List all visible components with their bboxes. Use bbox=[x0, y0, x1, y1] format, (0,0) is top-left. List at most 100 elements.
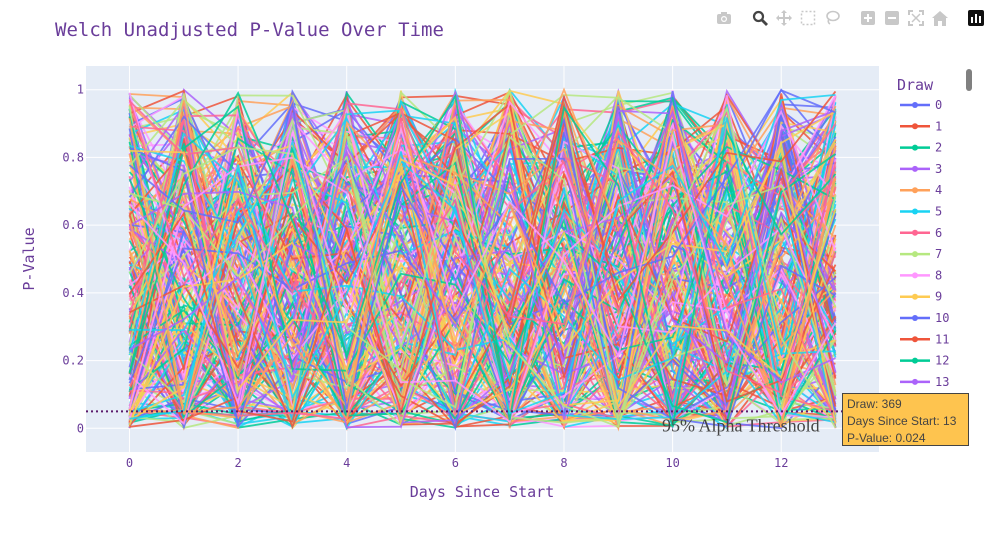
legend-marker bbox=[912, 165, 918, 172]
series-line[interactable] bbox=[128, 109, 837, 424]
series-line[interactable] bbox=[128, 92, 837, 412]
legend-item-6[interactable]: 6 bbox=[900, 226, 942, 240]
legend-item-12[interactable]: 12 bbox=[900, 354, 949, 368]
x-tick-labels: 0 2 4 6 8 10 12 bbox=[126, 456, 789, 470]
series-line[interactable] bbox=[128, 153, 837, 432]
camera-icon[interactable] bbox=[714, 8, 734, 28]
legend-marker bbox=[912, 102, 918, 108]
series-line[interactable] bbox=[129, 94, 836, 420]
series-line[interactable] bbox=[129, 150, 837, 409]
legend-label: 12 bbox=[935, 354, 949, 368]
legend-marker bbox=[912, 187, 918, 194]
legend-marker bbox=[912, 336, 918, 343]
x-tick-label: 12 bbox=[774, 456, 788, 470]
lasso-icon[interactable] bbox=[822, 8, 842, 28]
y-tick-label: 0.8 bbox=[62, 150, 84, 164]
series-line[interactable] bbox=[128, 89, 836, 421]
threshold-label: 95% Alpha Threshold bbox=[662, 415, 820, 435]
legend-label: 8 bbox=[935, 268, 942, 282]
legend-label: 2 bbox=[935, 141, 942, 155]
tooltip-day: Days Since Start: 13 bbox=[847, 414, 957, 428]
legend-label: 4 bbox=[935, 183, 942, 197]
legend-item-10[interactable]: 10 bbox=[900, 311, 949, 325]
series-line[interactable] bbox=[128, 87, 837, 428]
box-select-icon[interactable] bbox=[798, 8, 818, 28]
legend-marker bbox=[912, 208, 918, 215]
legend-marker bbox=[912, 229, 918, 236]
y-tick-label: 0.2 bbox=[62, 354, 84, 368]
series-line[interactable] bbox=[129, 106, 836, 426]
legend-marker bbox=[912, 123, 918, 130]
legend-marker bbox=[912, 357, 918, 364]
legend-marker bbox=[912, 144, 918, 151]
legend-marker bbox=[912, 293, 918, 300]
series-line[interactable] bbox=[128, 107, 837, 428]
zoom-icon[interactable] bbox=[750, 8, 770, 28]
legend-marker bbox=[912, 378, 918, 385]
legend-item-8[interactable]: 8 bbox=[900, 268, 942, 282]
legend-label: 10 bbox=[935, 311, 949, 325]
legend-item-7[interactable]: 7 bbox=[900, 247, 942, 261]
autoscale-icon[interactable] bbox=[906, 8, 926, 28]
legend-item-2[interactable]: 2 bbox=[900, 141, 942, 155]
legend-label: 3 bbox=[935, 162, 942, 176]
legend-label: 5 bbox=[935, 205, 942, 219]
legend-label: 13 bbox=[935, 375, 949, 389]
series-line[interactable] bbox=[129, 94, 837, 407]
reset-axes-icon[interactable] bbox=[930, 8, 950, 28]
pan-icon[interactable] bbox=[774, 8, 794, 28]
y-tick-label: 1 bbox=[77, 83, 84, 97]
legend-item-4[interactable]: 4 bbox=[900, 183, 942, 197]
legend-label: 6 bbox=[935, 226, 942, 240]
legend-item-11[interactable]: 11 bbox=[900, 332, 949, 346]
legend-item-3[interactable]: 3 bbox=[900, 162, 942, 176]
legend-marker bbox=[912, 272, 918, 279]
chart-title: Welch Unadjusted P-Value Over Time bbox=[55, 19, 444, 41]
legend-title: Draw bbox=[897, 76, 934, 94]
legend-item-0[interactable]: 0 bbox=[900, 98, 942, 112]
legend-label: 9 bbox=[935, 290, 942, 304]
series-line[interactable] bbox=[128, 130, 837, 430]
legend-marker bbox=[912, 315, 918, 321]
series-lines bbox=[128, 87, 837, 432]
series-line[interactable] bbox=[128, 105, 837, 424]
series-line[interactable] bbox=[128, 170, 837, 428]
legend-label: 11 bbox=[935, 332, 949, 346]
series-line[interactable] bbox=[128, 105, 837, 429]
hover-tooltip: Draw: 369 Days Since Start: 13 P-Value: … bbox=[842, 393, 969, 446]
tooltip-pvalue: P-Value: 0.024 bbox=[847, 431, 926, 445]
x-tick-label: 8 bbox=[560, 456, 567, 470]
y-tick-label: 0.6 bbox=[62, 218, 84, 232]
x-tick-label: 4 bbox=[343, 456, 350, 470]
y-tick-labels: 0 0.2 0.4 0.6 0.8 1 bbox=[62, 83, 84, 436]
plotly-logo-icon[interactable] bbox=[966, 8, 984, 28]
modebar bbox=[714, 8, 984, 28]
x-axis-label: Days Since Start bbox=[410, 483, 555, 501]
legend-label: 7 bbox=[935, 247, 942, 261]
zoom-out-icon[interactable] bbox=[882, 8, 902, 28]
series-line[interactable] bbox=[128, 128, 837, 429]
y-axis-label: P-Value bbox=[20, 227, 38, 290]
x-tick-label: 0 bbox=[126, 456, 133, 470]
legend-label: 0 bbox=[935, 98, 942, 112]
legend-scrollbar[interactable] bbox=[966, 69, 972, 91]
legend-item-13[interactable]: 13 bbox=[900, 375, 949, 389]
legend-marker bbox=[912, 251, 918, 258]
y-tick-label: 0.4 bbox=[62, 286, 84, 300]
legend-item-5[interactable]: 5 bbox=[900, 205, 942, 219]
legend-item-9[interactable]: 9 bbox=[900, 290, 942, 304]
legend-item-1[interactable]: 1 bbox=[900, 119, 942, 133]
series-line[interactable] bbox=[128, 90, 837, 423]
series-line[interactable] bbox=[128, 109, 836, 424]
tooltip-draw: Draw: 369 bbox=[847, 397, 902, 411]
series-line[interactable] bbox=[128, 126, 837, 417]
x-tick-label: 2 bbox=[234, 456, 241, 470]
y-tick-label: 0 bbox=[77, 421, 84, 435]
series-line[interactable] bbox=[128, 99, 837, 394]
zoom-in-icon[interactable] bbox=[858, 8, 878, 28]
x-tick-label: 6 bbox=[452, 456, 459, 470]
legend-label: 1 bbox=[935, 119, 942, 133]
alpha-threshold: 95% Alpha Threshold bbox=[86, 410, 879, 435]
